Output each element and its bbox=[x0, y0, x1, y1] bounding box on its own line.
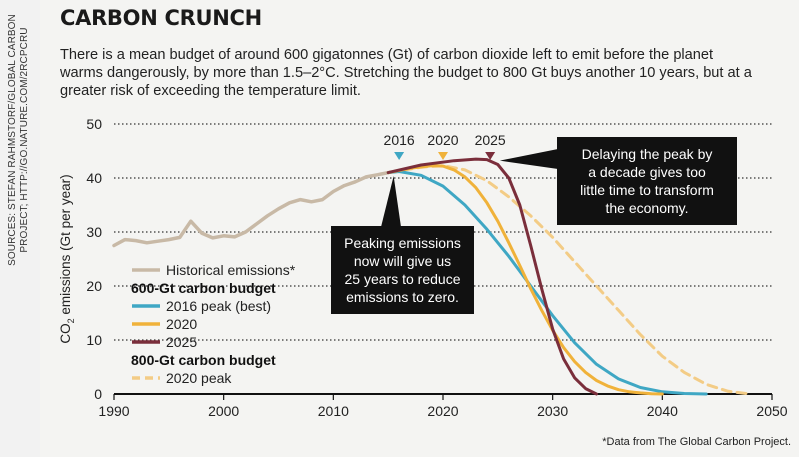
legend-label-4: 2025 bbox=[166, 334, 197, 350]
y-tick-label-10: 10 bbox=[86, 332, 102, 348]
series-line-2020-peak bbox=[386, 164, 752, 396]
y-axis-label: CO2 emissions (Gt per year) bbox=[58, 174, 76, 343]
annotation-1-line-4: emissions to zero. bbox=[346, 289, 459, 305]
footnote: *Data from The Global Carbon Project. bbox=[602, 436, 791, 448]
x-tick-label-2050: 2050 bbox=[756, 403, 787, 419]
x-tick-label-2000: 2000 bbox=[208, 403, 239, 419]
y-tick-label-0: 0 bbox=[94, 386, 102, 402]
y-tick-label-40: 40 bbox=[86, 170, 102, 186]
x-tick-label-1990: 1990 bbox=[98, 403, 129, 419]
legend-heading-5: 800-Gt carbon budget bbox=[131, 352, 276, 368]
series-line-2020 bbox=[386, 164, 664, 396]
annotation-1-line-2: now will give us bbox=[354, 253, 451, 269]
legend-label-6: 2020 peak bbox=[166, 370, 232, 386]
series-line-2025 bbox=[386, 157, 598, 396]
y-axis-label-sub: 2 bbox=[66, 318, 76, 323]
annotation-box-1 bbox=[331, 226, 474, 314]
x-tick-label-2040: 2040 bbox=[647, 403, 678, 419]
chart-title: CARBON CRUNCH bbox=[60, 6, 262, 30]
legend-label-3: 2020 bbox=[166, 316, 197, 332]
annotation-2-line-4: the economy. bbox=[605, 200, 688, 216]
annotation-2-line-2: a decade gives too bbox=[588, 164, 706, 180]
annotation-pointer-2 bbox=[499, 149, 558, 169]
y-tick-label-30: 30 bbox=[86, 224, 102, 240]
annotation-2-line-1: Delaying the peak by bbox=[582, 146, 713, 162]
peak-marker-2016 bbox=[394, 152, 405, 160]
annotation-1-line-1: Peaking emissions bbox=[344, 235, 461, 251]
y-axis-label-co: CO bbox=[58, 323, 73, 343]
peak-marker-label-2025: 2025 bbox=[475, 132, 506, 148]
y-tick-label-20: 20 bbox=[86, 278, 102, 294]
annotation-2-line-3: little time to transform bbox=[580, 182, 714, 198]
peak-marker-label-2016: 2016 bbox=[384, 132, 415, 148]
y-tick-label-50: 50 bbox=[86, 116, 102, 132]
x-tick-label-2020: 2020 bbox=[427, 403, 458, 419]
legend-heading-1: 600-Gt carbon budget bbox=[131, 280, 276, 296]
annotation-1-line-3: 25 years to reduce bbox=[345, 271, 461, 287]
legend-label-2: 2016 peak (best) bbox=[166, 298, 271, 314]
x-tick-label-2010: 2010 bbox=[318, 403, 349, 419]
legend-label-0: Historical emissions* bbox=[166, 262, 296, 278]
peak-marker-label-2020: 2020 bbox=[427, 132, 458, 148]
peak-marker-2025 bbox=[485, 152, 496, 160]
y-axis-label-rest: emissions (Gt per year) bbox=[58, 174, 73, 318]
chart-subtitle: There is a mean budget of around 600 gig… bbox=[60, 47, 752, 99]
annotation-box-2 bbox=[557, 137, 737, 225]
series-line-historical-emissions- bbox=[112, 170, 390, 248]
peak-marker-2020 bbox=[438, 152, 448, 160]
annotation-pointer-1 bbox=[381, 176, 401, 227]
x-tick-label-2030: 2030 bbox=[537, 403, 568, 419]
series-line-2016-peak-best- bbox=[386, 170, 708, 396]
